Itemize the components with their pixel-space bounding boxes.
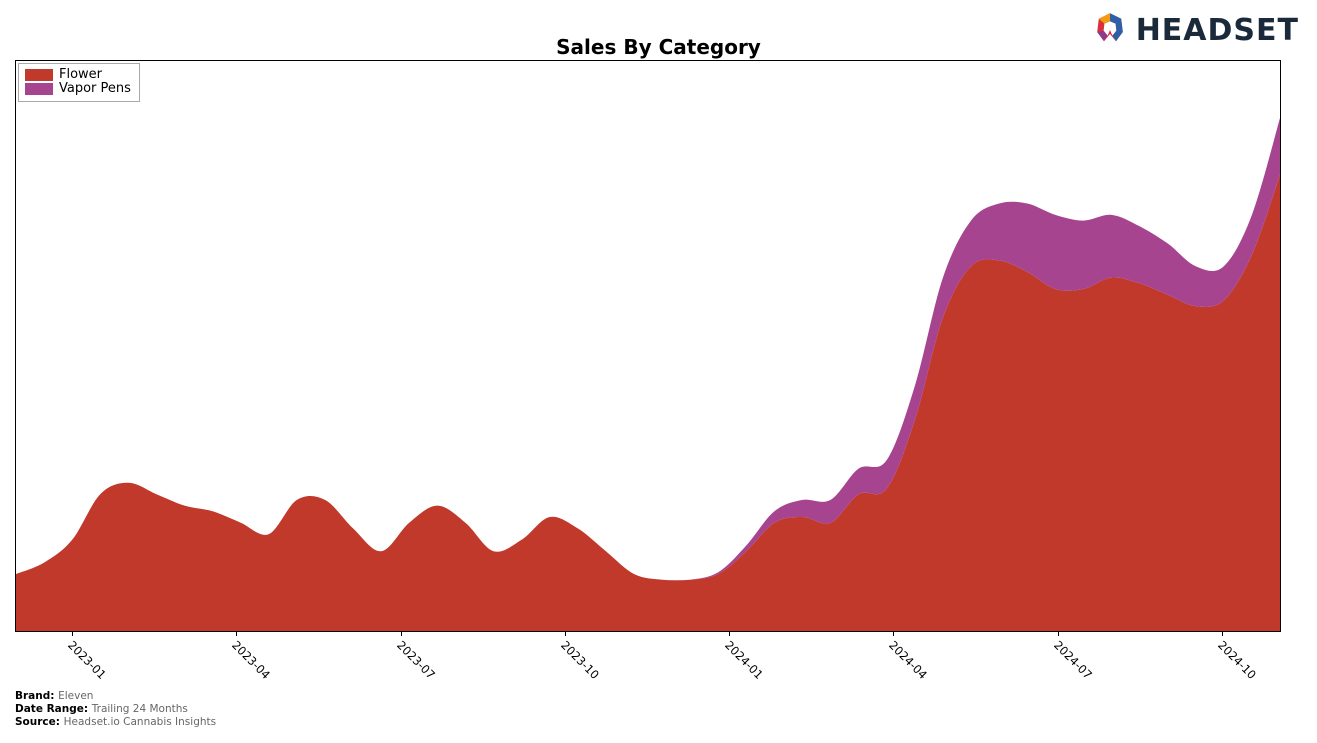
x-tick-label: 2023-01 bbox=[65, 638, 109, 682]
x-tick-label: 2024-10 bbox=[1215, 638, 1259, 682]
x-tick-label: 2023-04 bbox=[229, 638, 273, 682]
x-tick-label: 2024-01 bbox=[722, 638, 766, 682]
x-tick bbox=[1058, 631, 1059, 636]
chart-metadata: Brand: ElevenDate Range: Trailing 24 Mon… bbox=[15, 690, 216, 729]
metadata-label: Source: bbox=[15, 716, 64, 728]
headset-logo-icon bbox=[1090, 10, 1130, 50]
x-tick bbox=[729, 631, 730, 636]
chart-plot-area bbox=[15, 60, 1281, 632]
x-tick bbox=[893, 631, 894, 636]
x-tick-label: 2024-04 bbox=[887, 638, 931, 682]
metadata-label: Brand: bbox=[15, 690, 58, 702]
x-tick bbox=[565, 631, 566, 636]
x-tick bbox=[401, 631, 402, 636]
legend-item: Flower bbox=[25, 68, 131, 82]
metadata-value: Headset.io Cannabis Insights bbox=[64, 716, 216, 728]
legend-swatch bbox=[25, 69, 53, 81]
x-tick-label: 2023-10 bbox=[558, 638, 602, 682]
x-tick bbox=[1222, 631, 1223, 636]
area-chart bbox=[16, 61, 1280, 631]
chart-legend: FlowerVapor Pens bbox=[18, 63, 140, 102]
brand-logo: HEADSET bbox=[1090, 10, 1299, 50]
brand-logo-text: HEADSET bbox=[1136, 13, 1299, 48]
legend-swatch bbox=[25, 83, 53, 95]
legend-item: Vapor Pens bbox=[25, 82, 131, 96]
metadata-line: Source: Headset.io Cannabis Insights bbox=[15, 716, 216, 729]
metadata-value: Eleven bbox=[58, 690, 93, 702]
x-tick-label: 2023-07 bbox=[394, 638, 438, 682]
legend-label: Flower bbox=[59, 68, 102, 82]
metadata-value: Trailing 24 Months bbox=[92, 703, 188, 715]
metadata-label: Date Range: bbox=[15, 703, 92, 715]
legend-label: Vapor Pens bbox=[59, 82, 131, 96]
x-tick-label: 2024-07 bbox=[1051, 638, 1095, 682]
x-tick bbox=[236, 631, 237, 636]
metadata-line: Date Range: Trailing 24 Months bbox=[15, 703, 216, 716]
metadata-line: Brand: Eleven bbox=[15, 690, 216, 703]
x-tick bbox=[72, 631, 73, 636]
